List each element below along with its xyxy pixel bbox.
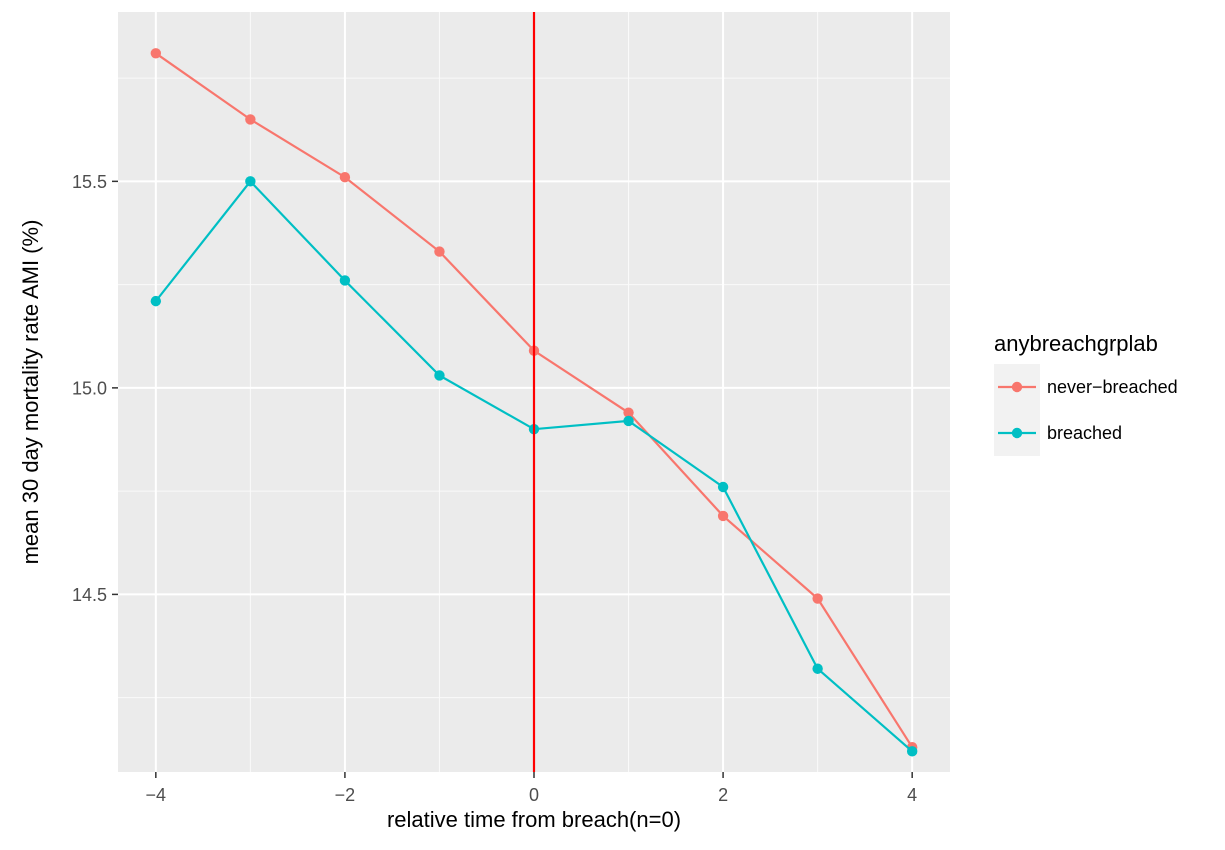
legend-label: breached	[1047, 423, 1122, 443]
legend-title: anybreachgrplab	[994, 331, 1158, 356]
x-tick-label: −4	[146, 785, 167, 805]
x-tick-label: −2	[335, 785, 356, 805]
legend-key-point	[1011, 381, 1023, 393]
legend-item-0: never−breached	[994, 364, 1178, 410]
data-point	[150, 295, 162, 307]
y-tick-label: 14.5	[72, 585, 107, 605]
data-point	[150, 48, 162, 59]
y-axis: 14.5 15.0 15.5	[72, 172, 118, 605]
legend-label: never−breached	[1047, 377, 1178, 397]
data-point	[906, 746, 918, 757]
legend: anybreachgrplab never−breached breached	[994, 331, 1178, 456]
legend-key-point	[1011, 427, 1023, 439]
data-point	[434, 370, 445, 381]
data-point	[717, 510, 729, 522]
legend-item-1: breached	[994, 410, 1122, 456]
x-tick-label: 2	[718, 785, 728, 805]
data-point	[434, 246, 445, 257]
minor-gridlines-x	[249, 12, 819, 772]
data-point	[245, 114, 256, 125]
x-tick-label: 4	[907, 785, 917, 805]
data-point	[245, 176, 256, 187]
x-axis-title: relative time from breach(n=0)	[387, 807, 681, 832]
x-axis: −4 −2 0 2 4	[146, 772, 917, 805]
data-point	[623, 407, 634, 418]
data-point	[812, 663, 823, 674]
data-point	[339, 275, 351, 286]
y-axis-title: mean 30 day mortality rate AMI (%)	[18, 220, 43, 565]
data-point	[717, 481, 729, 493]
data-point	[623, 415, 634, 427]
data-point	[339, 172, 351, 183]
x-tick-label: 0	[529, 785, 539, 805]
y-tick-label: 15.0	[72, 378, 107, 398]
y-tick-label: 15.5	[72, 172, 107, 192]
data-point	[812, 593, 823, 604]
